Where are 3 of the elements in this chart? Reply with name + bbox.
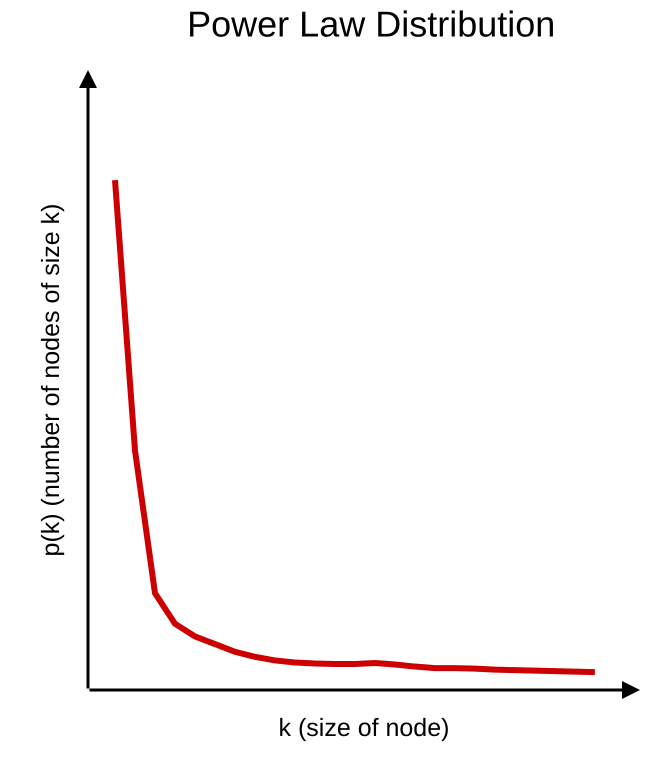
y-axis-title: p(k) (number of nodes of size k) — [36, 204, 65, 556]
chart-title: Power Law Distribution — [187, 4, 556, 45]
x-axis-title: k (size of node) — [278, 714, 450, 742]
